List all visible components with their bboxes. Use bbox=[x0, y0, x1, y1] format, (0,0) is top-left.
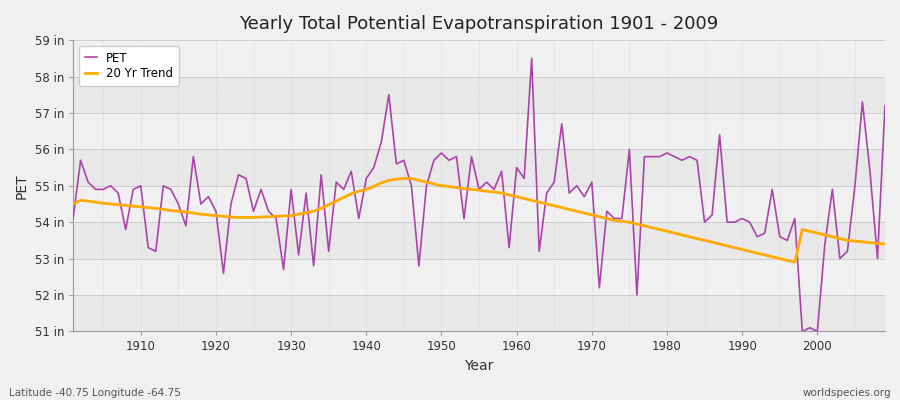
Legend: PET, 20 Yr Trend: PET, 20 Yr Trend bbox=[79, 46, 179, 86]
Text: Latitude -40.75 Longitude -64.75: Latitude -40.75 Longitude -64.75 bbox=[9, 388, 181, 398]
Line: 20 Yr Trend: 20 Yr Trend bbox=[73, 178, 885, 262]
Bar bbox=[73, 113, 885, 149]
PET bbox=[511, 165, 522, 170]
Line: PET: PET bbox=[73, 58, 885, 332]
20 Yr Trend bbox=[511, 194, 522, 199]
20 Yr Trend bbox=[879, 242, 890, 246]
Y-axis label: PET: PET bbox=[15, 173, 29, 198]
20 Yr Trend bbox=[399, 176, 410, 181]
Bar bbox=[73, 295, 885, 332]
PET bbox=[338, 187, 349, 192]
Bar bbox=[73, 40, 885, 76]
Bar bbox=[73, 222, 885, 258]
PET bbox=[504, 245, 515, 250]
PET bbox=[128, 187, 139, 192]
PET bbox=[68, 216, 78, 221]
20 Yr Trend bbox=[338, 195, 349, 200]
Title: Yearly Total Potential Evapotranspiration 1901 - 2009: Yearly Total Potential Evapotranspiratio… bbox=[239, 15, 719, 33]
20 Yr Trend bbox=[789, 260, 800, 265]
20 Yr Trend bbox=[293, 212, 304, 216]
20 Yr Trend bbox=[518, 196, 529, 201]
Text: worldspecies.org: worldspecies.org bbox=[803, 388, 891, 398]
PET bbox=[526, 56, 537, 61]
Bar bbox=[73, 76, 885, 113]
PET bbox=[879, 103, 890, 108]
20 Yr Trend bbox=[68, 202, 78, 206]
PET bbox=[796, 329, 807, 334]
20 Yr Trend bbox=[128, 204, 139, 208]
Bar bbox=[73, 258, 885, 295]
PET bbox=[609, 216, 620, 221]
Bar bbox=[73, 149, 885, 186]
PET bbox=[293, 252, 304, 257]
20 Yr Trend bbox=[609, 218, 620, 223]
Bar bbox=[73, 186, 885, 222]
X-axis label: Year: Year bbox=[464, 359, 494, 373]
